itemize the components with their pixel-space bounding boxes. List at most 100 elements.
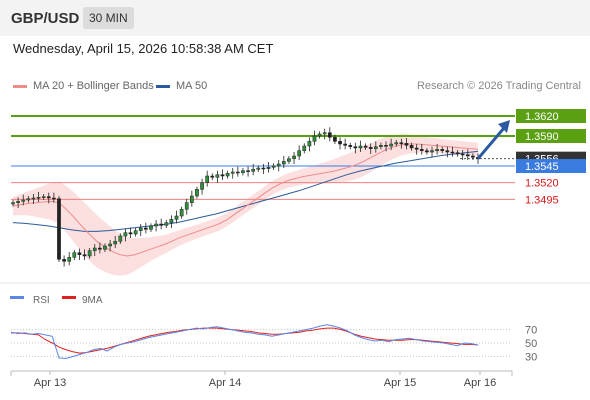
candle xyxy=(312,135,317,142)
candle xyxy=(138,227,143,231)
candle xyxy=(440,149,445,151)
candle xyxy=(184,202,189,210)
candle xyxy=(246,170,250,172)
candle xyxy=(154,223,158,227)
candle xyxy=(41,196,46,198)
timeframe-badge[interactable]: 30 MIN xyxy=(83,7,134,29)
candle xyxy=(149,225,153,230)
candle xyxy=(103,245,107,250)
candle xyxy=(92,247,97,251)
forecast-arrow-head xyxy=(498,120,510,133)
candle xyxy=(450,151,455,154)
legend-ma50: MA 50 xyxy=(156,80,207,92)
candle xyxy=(72,252,77,258)
candle xyxy=(317,133,322,137)
candle xyxy=(394,142,399,145)
candle xyxy=(62,259,66,262)
rsi-tick-30: 30 xyxy=(525,352,537,364)
candle xyxy=(179,209,184,217)
candle xyxy=(113,241,118,245)
rsi-legend-label: RSI xyxy=(33,295,50,306)
candle xyxy=(384,145,388,147)
candle xyxy=(276,163,281,167)
candle xyxy=(52,197,56,200)
candle xyxy=(225,173,230,177)
rsi-tick-70: 70 xyxy=(525,325,537,337)
candle xyxy=(327,132,332,138)
candle xyxy=(322,132,327,135)
candle xyxy=(87,250,92,257)
candle xyxy=(164,222,169,226)
level-tag-bg xyxy=(516,159,586,173)
candle xyxy=(343,143,347,146)
candle xyxy=(266,167,271,169)
candle xyxy=(251,169,256,172)
candle xyxy=(210,175,215,178)
candle xyxy=(118,235,123,242)
candle xyxy=(36,197,41,199)
x-tick-label: Apr 16 xyxy=(464,377,496,389)
datetime-label: Wednesday, April 15, 2026 10:58:38 AM CE… xyxy=(13,41,274,56)
candle xyxy=(460,153,465,156)
candle xyxy=(21,199,26,202)
candle xyxy=(292,155,296,159)
candle xyxy=(307,141,312,147)
candle xyxy=(373,146,378,149)
level-tag-1.3590: 1.3590 xyxy=(525,131,559,143)
candle xyxy=(108,243,112,247)
candle xyxy=(82,254,87,257)
candle xyxy=(11,202,15,205)
rsi-tick-50: 50 xyxy=(525,338,537,350)
candle xyxy=(302,145,307,151)
header-bar: GBP/USD 30 MIN xyxy=(0,0,590,36)
rsi-line xyxy=(10,324,479,360)
candle xyxy=(67,257,72,262)
level-tag-1.3545: 1.3545 xyxy=(525,161,559,173)
candle xyxy=(174,215,179,220)
candle xyxy=(220,174,225,177)
candle xyxy=(128,232,133,235)
candle xyxy=(144,227,148,230)
currency-pair-title: GBP/USD xyxy=(11,10,80,27)
candle xyxy=(205,175,210,183)
ma50-label: MA 50 xyxy=(176,80,208,92)
candle xyxy=(404,143,409,146)
candle xyxy=(123,232,128,237)
candle xyxy=(363,145,368,148)
candle xyxy=(159,223,164,226)
candle xyxy=(215,174,220,178)
candle xyxy=(414,147,419,150)
candle xyxy=(271,165,276,168)
x-tick-label: Apr 13 xyxy=(34,377,66,389)
candle xyxy=(353,146,358,149)
candle xyxy=(425,150,429,153)
candle xyxy=(46,196,51,199)
candle xyxy=(200,182,204,190)
candle xyxy=(281,161,286,165)
candle xyxy=(348,145,353,147)
level-tag-1.3495: 1.3495 xyxy=(525,194,559,206)
candle xyxy=(435,149,439,151)
credit-text: Research © 2026 Trading Central xyxy=(416,80,581,92)
candle xyxy=(389,143,393,147)
candle xyxy=(169,219,174,223)
candle xyxy=(455,152,460,155)
candle xyxy=(358,145,363,149)
forecast-arrow xyxy=(476,127,506,160)
candle xyxy=(77,252,82,255)
ma20-label: MA 20 + Bollinger Bands xyxy=(33,80,154,92)
ma50-line xyxy=(12,150,479,232)
level-tag-bg xyxy=(516,129,586,143)
candle xyxy=(256,167,261,170)
candle xyxy=(230,171,235,174)
candle xyxy=(419,149,424,151)
candle xyxy=(465,154,470,157)
legend-ma20: MA 20 + Bollinger Bands xyxy=(13,80,154,92)
ma20-swatch xyxy=(13,84,27,88)
candle xyxy=(261,167,266,170)
level-tag-bg xyxy=(516,109,586,123)
candle xyxy=(471,155,475,158)
candle xyxy=(338,141,342,145)
